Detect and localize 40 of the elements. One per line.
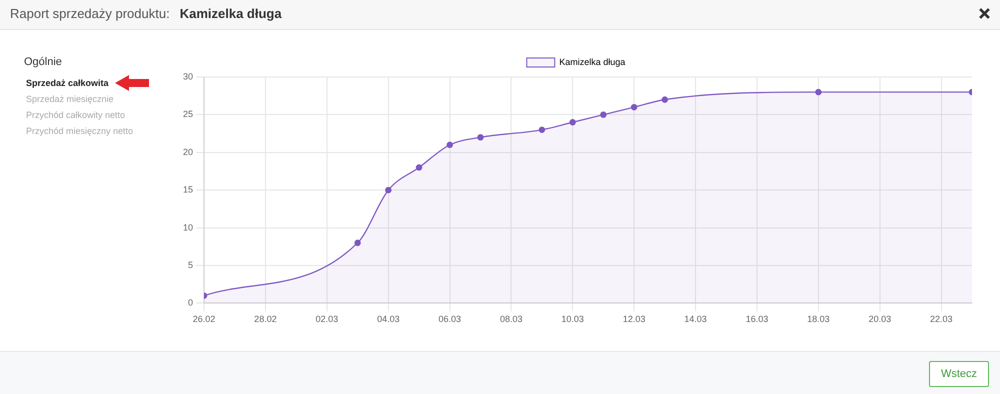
legend-label: Kamizelka długa (559, 56, 626, 67)
y-tick-label: 0 (188, 298, 194, 308)
point (446, 142, 453, 148)
text: Przychód miesięczny netto (26, 126, 134, 136)
point (662, 96, 668, 103)
x-tick-label: 10.03 (561, 314, 584, 324)
y-tick-label: 25 (182, 109, 194, 120)
x-tick-label: 16.03 (746, 314, 768, 324)
y-tick-label: 30 (182, 71, 194, 82)
point (815, 88, 822, 96)
point (477, 134, 484, 141)
text: Raport sprzedaży produktu: (10, 6, 170, 21)
y-tick-label: 15 (182, 184, 194, 195)
point (630, 104, 638, 110)
point (569, 119, 576, 126)
y-tick-label: 20 (182, 146, 194, 157)
x-tick-label: 08.03 (500, 314, 522, 324)
text: Przychód całkowity netto (26, 110, 126, 120)
text: Sprzedaż miesięcznie (26, 94, 115, 104)
text: Ogólnie (24, 56, 63, 68)
x-tick-label: 22.03 (930, 314, 953, 324)
y-tick-label: 5 (188, 260, 194, 270)
point (354, 240, 361, 246)
x-tick-label: 18.03 (807, 314, 830, 324)
point (385, 186, 392, 194)
text: Wstecz (929, 361, 989, 387)
x-tick-label: 06.03 (438, 314, 462, 324)
x-tick-label: 02.03 (316, 314, 338, 324)
point (538, 126, 546, 133)
point (416, 164, 422, 171)
point (600, 112, 607, 118)
x-tick-label: 26.02 (192, 314, 216, 324)
text: Sprzedaż całkowita (26, 78, 109, 88)
x-tick-label: 14.03 (684, 314, 707, 324)
chart-subtitle: Kamizelka długa (180, 6, 282, 21)
x-tick-label: 12.03 (622, 314, 646, 324)
x-tick-label: 20.03 (868, 314, 892, 324)
x-tick-label: 04.03 (377, 314, 400, 324)
y-tick-label: 10 (182, 222, 194, 232)
x-tick-label: 28.02 (254, 314, 277, 324)
